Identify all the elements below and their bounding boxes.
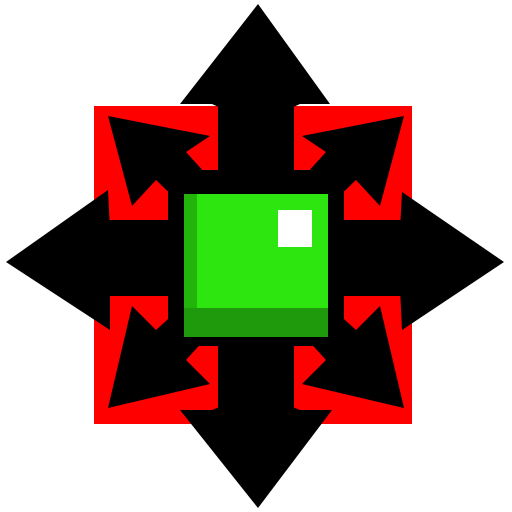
block-highlight [278,210,312,247]
arrow-right-icon [384,192,504,330]
arrow-up-icon [180,4,330,124]
arrow-left-icon [6,190,128,330]
green-block [184,194,328,337]
block-bottom-shade [184,308,328,337]
arrow-down-icon [180,392,332,508]
